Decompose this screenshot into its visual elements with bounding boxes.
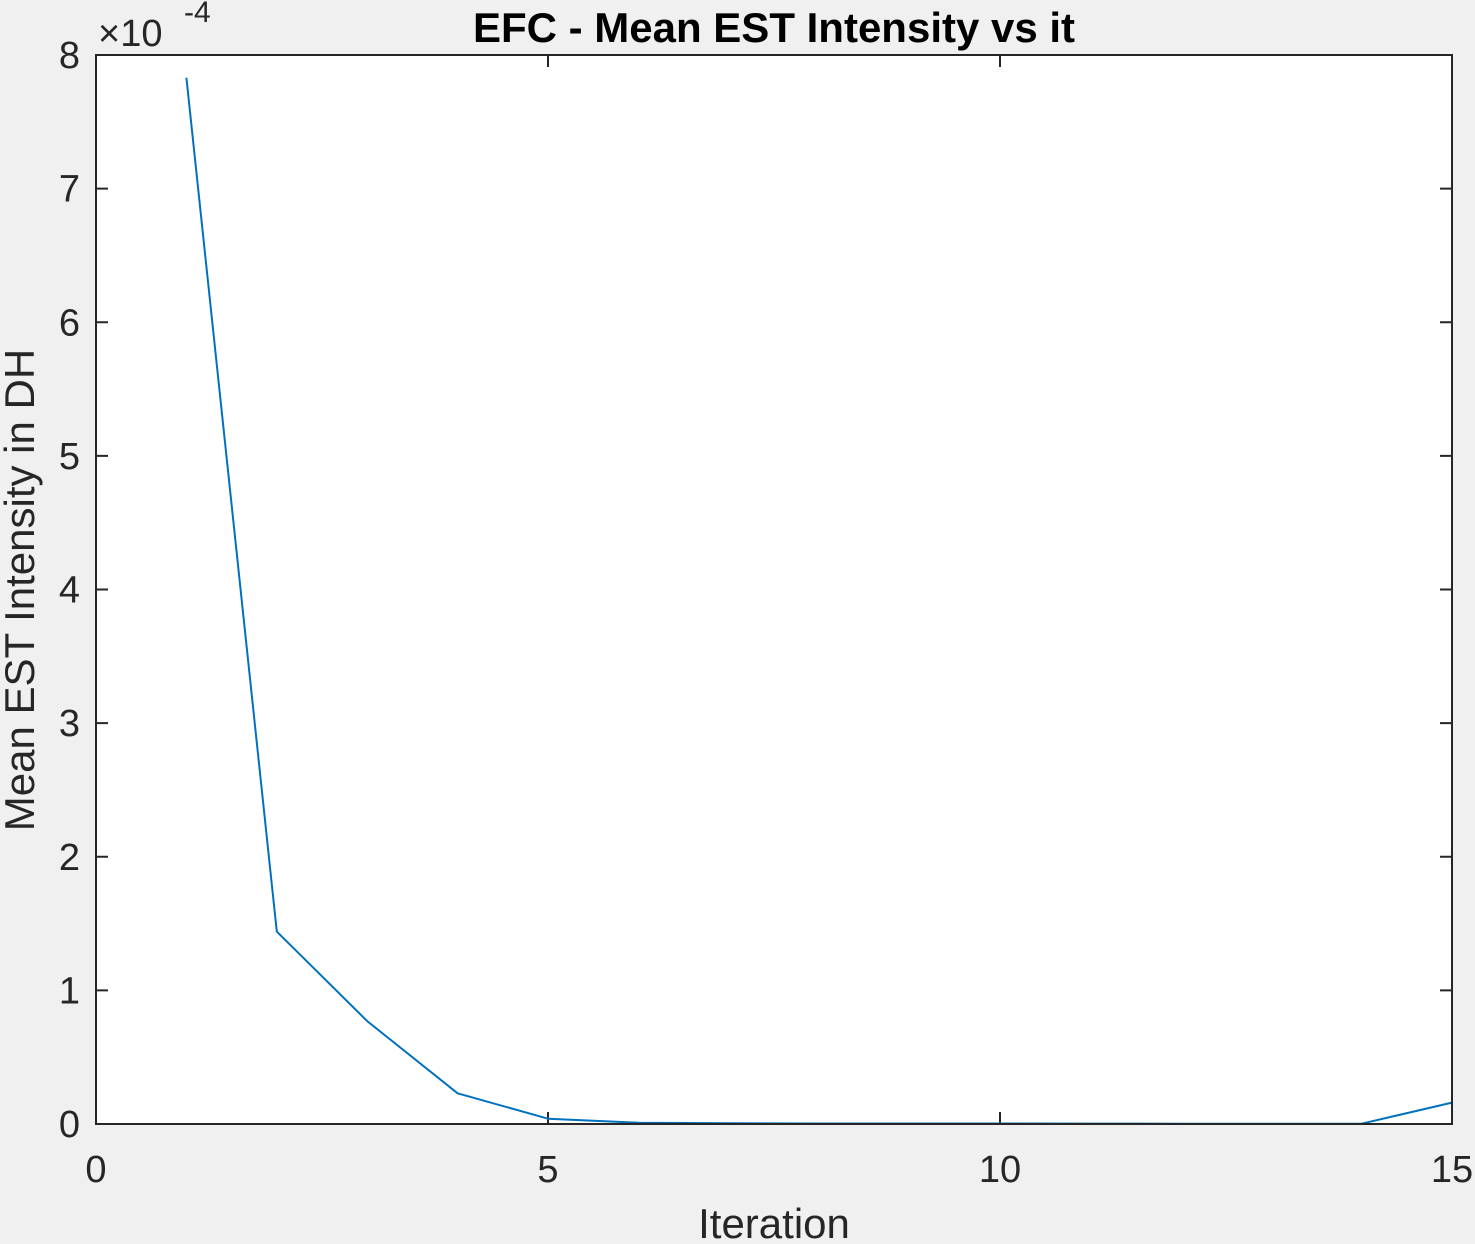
y-tick-label-5: 5 [59, 436, 80, 478]
y-tick-label-0: 0 [59, 1104, 80, 1146]
y-tick-label-7: 7 [59, 169, 80, 211]
x-tick-label-3: 15 [1431, 1149, 1473, 1191]
y-tick-label-6: 6 [59, 302, 80, 344]
y-exponent-power: -4 [184, 0, 211, 29]
y-tick-label-2: 2 [59, 837, 80, 879]
x-axis-label: Iteration [698, 1200, 850, 1244]
x-tick-label-1: 5 [537, 1149, 558, 1191]
y-tick-label-4: 4 [59, 570, 80, 612]
x-tick-labels: 0 5 10 15 [85, 1149, 1473, 1191]
x-tick-label-0: 0 [85, 1149, 106, 1191]
y-tick-label-3: 3 [59, 703, 80, 745]
y-exponent-prefix: ×10 [98, 13, 162, 55]
x-tick-label-2: 10 [979, 1149, 1021, 1191]
plot-area [96, 55, 1452, 1124]
y-tick-label-1: 1 [59, 970, 80, 1012]
y-tick-label-8: 8 [59, 35, 80, 77]
y-tick-labels: 0 1 2 3 4 5 6 7 8 [59, 35, 80, 1146]
chart-title: EFC - Mean EST Intensity vs it [473, 4, 1075, 51]
y-axis-label: Mean EST Intensity in DH [0, 349, 43, 831]
plot-frame [95, 54, 1453, 1125]
